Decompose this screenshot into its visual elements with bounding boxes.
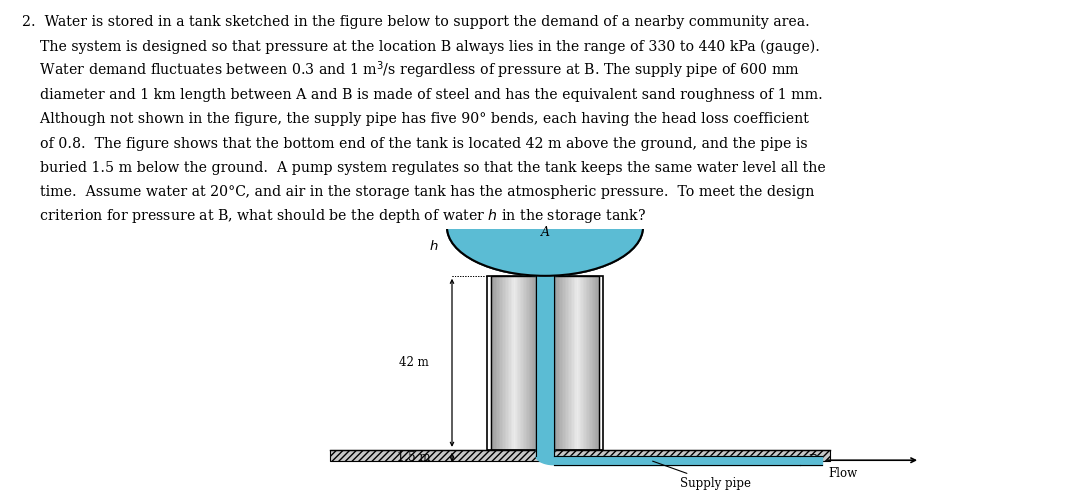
Bar xyxy=(518,276,520,450)
Bar xyxy=(534,276,536,450)
Bar xyxy=(487,276,603,450)
Bar xyxy=(508,276,509,450)
Bar xyxy=(509,276,510,450)
Bar xyxy=(524,276,525,450)
Text: 1.5 m: 1.5 m xyxy=(397,451,430,464)
Bar xyxy=(512,276,513,450)
Text: diameter and 1 km length between A and B is made of steel and has the equivalent: diameter and 1 km length between A and B… xyxy=(22,88,822,102)
Text: $h$: $h$ xyxy=(429,239,439,253)
Bar xyxy=(520,276,521,450)
Bar xyxy=(575,276,577,450)
Bar xyxy=(596,276,597,450)
Bar xyxy=(568,276,569,450)
Bar xyxy=(597,276,600,450)
Bar xyxy=(522,276,524,450)
Bar xyxy=(492,276,494,450)
Bar xyxy=(525,276,527,450)
Bar xyxy=(554,276,556,450)
Bar xyxy=(494,276,496,450)
Bar xyxy=(529,276,530,450)
Bar xyxy=(496,276,497,450)
Bar xyxy=(570,276,572,450)
Bar xyxy=(585,276,587,450)
Bar xyxy=(491,276,536,450)
Bar xyxy=(513,276,515,450)
Text: of 0.8.  The figure shows that the bottom end of the tank is located 42 m above : of 0.8. The figure shows that the bottom… xyxy=(22,137,807,151)
Bar xyxy=(584,276,585,450)
Text: A: A xyxy=(541,226,549,239)
Bar xyxy=(593,276,594,450)
Bar xyxy=(330,450,830,461)
Bar xyxy=(590,276,592,450)
Bar xyxy=(503,276,505,450)
Bar xyxy=(505,276,506,450)
Bar xyxy=(581,276,582,450)
Bar xyxy=(530,276,532,450)
Polygon shape xyxy=(447,178,643,276)
Bar xyxy=(566,276,568,450)
Bar xyxy=(527,276,529,450)
Bar xyxy=(594,276,596,450)
Bar xyxy=(500,276,501,450)
Bar xyxy=(573,276,575,450)
Text: 42 m: 42 m xyxy=(399,356,429,369)
Bar xyxy=(499,276,500,450)
Polygon shape xyxy=(536,456,554,465)
Bar xyxy=(563,276,565,450)
Bar xyxy=(521,276,522,450)
Bar xyxy=(561,276,563,450)
Bar xyxy=(587,276,589,450)
Bar xyxy=(558,276,560,450)
Bar xyxy=(506,276,508,450)
Bar xyxy=(592,276,593,450)
Circle shape xyxy=(534,176,556,187)
Text: 2.  Water is stored in a tank sketched in the figure below to support the demand: 2. Water is stored in a tank sketched in… xyxy=(22,15,809,29)
Bar xyxy=(572,276,573,450)
Bar xyxy=(501,276,503,450)
Bar xyxy=(510,276,512,450)
Bar xyxy=(491,276,492,450)
Circle shape xyxy=(447,178,643,276)
Text: B: B xyxy=(808,454,817,467)
Bar xyxy=(577,276,578,450)
Bar xyxy=(569,276,570,450)
Text: Water demand fluctuates between 0.3 and 1 m$^3$/s regardless of pressure at B. T: Water demand fluctuates between 0.3 and … xyxy=(22,60,799,82)
Bar xyxy=(582,276,584,450)
Text: Flow: Flow xyxy=(828,467,857,480)
Text: Although not shown in the figure, the supply pipe has five 90° bends, each havin: Although not shown in the figure, the su… xyxy=(22,112,809,126)
Bar xyxy=(560,276,561,450)
Bar xyxy=(565,276,566,450)
Bar xyxy=(497,276,499,450)
Text: criterion for pressure at B, what should be the depth of water $h$ in the storag: criterion for pressure at B, what should… xyxy=(22,207,646,226)
Bar xyxy=(580,276,581,450)
Bar xyxy=(556,276,557,450)
Text: The system is designed so that pressure at the location B always lies in the ran: The system is designed so that pressure … xyxy=(22,39,820,54)
Text: Supply pipe: Supply pipe xyxy=(653,461,751,490)
Text: time.  Assume water at 20°C, and air in the storage tank has the atmospheric pre: time. Assume water at 20°C, and air in t… xyxy=(22,185,815,199)
Bar xyxy=(517,276,518,450)
Bar xyxy=(557,276,558,450)
Bar xyxy=(554,276,600,450)
Bar xyxy=(578,276,580,450)
Bar xyxy=(533,276,534,450)
Text: buried 1.5 m below the ground.  A pump system regulates so that the tank keeps t: buried 1.5 m below the ground. A pump sy… xyxy=(22,161,826,175)
Bar xyxy=(589,276,590,450)
Bar xyxy=(532,276,533,450)
Bar xyxy=(515,276,517,450)
